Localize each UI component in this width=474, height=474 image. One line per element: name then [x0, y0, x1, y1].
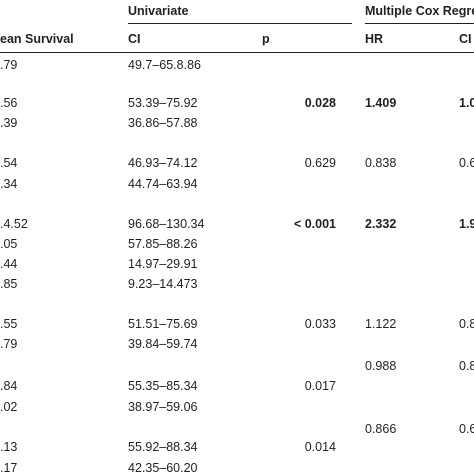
cell-hr-row-12: 0.988 — [365, 359, 397, 373]
cox-group-rule — [365, 23, 474, 24]
cell-ci2-row-6: 1.9 — [459, 217, 474, 231]
cell-p-row-16: 0.014 — [304, 440, 336, 454]
cell-mean-row-8: .44 — [0, 257, 18, 271]
cell-ci2-row-4: 0.6 — [459, 156, 474, 170]
cell-ci2-row-15: 0.6 — [459, 422, 474, 436]
cell-mean-row-11: .79 — [0, 337, 18, 351]
cell-mean-row-16: .13 — [0, 440, 18, 454]
cell-ci2-row-10: 0.8 — [459, 317, 474, 331]
cell-mean-row-4: .54 — [0, 156, 18, 170]
univariate-group-rule — [128, 23, 352, 24]
cell-p-row-13: 0.017 — [304, 379, 336, 393]
cell-ci-row-1: 49.7–65.8.86 — [128, 58, 201, 72]
cell-ci-row-4: 46.93–74.12 — [128, 156, 198, 170]
header-p: p — [262, 32, 270, 46]
header-bottom-rule — [0, 52, 474, 53]
cell-ci-row-16: 55.92–88.34 — [128, 440, 198, 454]
cell-mean-row-5: .34 — [0, 177, 18, 191]
cell-mean-row-3: .39 — [0, 116, 18, 130]
cell-ci2-row-2: 1.0 — [459, 96, 474, 110]
cell-ci-row-8: 14.97–29.91 — [128, 257, 198, 271]
header-mean-survival: ean Survival — [0, 32, 74, 46]
cell-p-row-10: 0.033 — [304, 317, 336, 331]
header-multiple-cox-regression: Multiple Cox Regres — [365, 4, 474, 18]
header-univariate: Univariate — [128, 4, 189, 18]
cell-mean-row-1: .79 — [0, 58, 18, 72]
cell-mean-row-10: .55 — [0, 317, 18, 331]
cell-mean-row-7: .05 — [0, 237, 18, 251]
cell-mean-row-17: .17 — [0, 461, 18, 474]
header-hr: HR — [365, 32, 384, 46]
cell-hr-row-2: 1.409 — [365, 96, 397, 110]
cell-p-row-6: < 0.001 — [293, 217, 336, 231]
cell-ci-row-7: 57.85–88.26 — [128, 237, 198, 251]
cell-p-row-2: 0.028 — [304, 96, 336, 110]
cell-ci-row-6: 96.68–130.34 — [128, 217, 205, 231]
cell-hr-row-10: 1.122 — [365, 317, 397, 331]
cell-ci-row-2: 53.39–75.92 — [128, 96, 198, 110]
cell-ci2-row-12: 0.8 — [459, 359, 474, 373]
cell-ci-row-3: 36.86–57.88 — [128, 116, 198, 130]
cell-ci-row-14: 38.97–59.06 — [128, 400, 198, 414]
cell-hr-row-6: 2.332 — [365, 217, 397, 231]
cell-ci-row-11: 39.84–59.74 — [128, 337, 198, 351]
cell-ci-row-13: 55.35–85.34 — [128, 379, 198, 393]
cell-p-row-4: 0.629 — [304, 156, 336, 170]
cell-mean-row-9: .85 — [0, 277, 18, 291]
header-ci: CI — [128, 32, 141, 46]
header-ci-cox: CI — [459, 32, 472, 46]
cell-mean-row-2: .56 — [0, 96, 18, 110]
cell-mean-row-6: .4.52 — [0, 217, 28, 231]
cell-hr-row-4: 0.838 — [365, 156, 397, 170]
cell-ci-row-10: 51.51–75.69 — [128, 317, 198, 331]
cell-ci-row-17: 42.35–60.20 — [128, 461, 198, 474]
cell-ci-row-5: 44.74–63.94 — [128, 177, 198, 191]
cell-ci-row-9: 9.23–14.473 — [128, 277, 198, 291]
cell-mean-row-14: .02 — [0, 400, 18, 414]
cell-mean-row-13: .84 — [0, 379, 18, 393]
cell-hr-row-15: 0.866 — [365, 422, 397, 436]
